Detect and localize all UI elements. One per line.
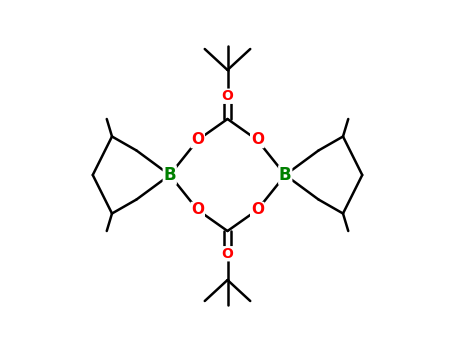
Text: O: O bbox=[251, 203, 264, 217]
Text: B: B bbox=[163, 166, 176, 184]
Text: O: O bbox=[191, 203, 204, 217]
Text: O: O bbox=[222, 247, 233, 261]
Text: O: O bbox=[222, 89, 233, 103]
Text: B: B bbox=[279, 166, 292, 184]
Text: O: O bbox=[251, 133, 264, 147]
Text: O: O bbox=[191, 133, 204, 147]
